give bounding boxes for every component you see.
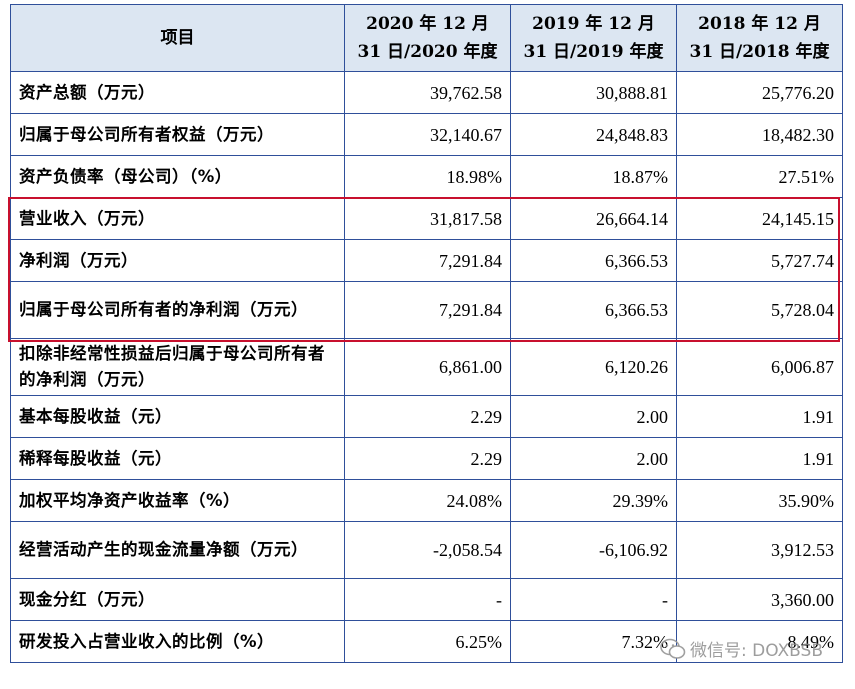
value-2020: 39,762.58 (344, 71, 511, 114)
row-label: 归属于母公司所有者权益（万元） (10, 113, 345, 156)
value-2018: 3,912.53 (676, 521, 843, 579)
value-2019: 6,366.53 (510, 281, 677, 339)
row-label: 资产负债率（母公司）（%） (10, 155, 345, 198)
watermark: 微信号: DOXBSB (660, 636, 823, 661)
table-row: 净利润（万元） 7,291.84 6,366.53 5,727.74 (10, 239, 843, 282)
header-2020: 2020 年 12 月 31 日/2020 年度 (344, 4, 511, 72)
financial-table: 项目 2020 年 12 月 31 日/2020 年度 2019 年 12 月 … (10, 4, 843, 663)
row-label: 归属于母公司所有者的净利润（万元） (10, 281, 345, 339)
header-2018: 2018 年 12 月 31 日/2018 年度 (676, 4, 843, 72)
row-label: 资产总额（万元） (10, 71, 345, 114)
value-2018: 5,727.74 (676, 239, 843, 282)
value-2019: 6,366.53 (510, 239, 677, 282)
value-2019: -6,106.92 (510, 521, 677, 579)
header-item: 项目 (10, 4, 345, 72)
value-2018: 3,360.00 (676, 578, 843, 621)
value-2020: - (344, 578, 511, 621)
value-2019: 7.32% (510, 620, 677, 663)
value-2018: 27.51% (676, 155, 843, 198)
value-2020: 18.98% (344, 155, 511, 198)
row-label: 研发投入占营业收入的比例（%） (10, 620, 345, 663)
watermark-text: 微信号: DOXBSB (690, 641, 823, 661)
table-row: 资产负债率（母公司）（%） 18.98% 18.87% 27.51% (10, 155, 843, 198)
value-2018: 35.90% (676, 479, 843, 522)
value-2018: 18,482.30 (676, 113, 843, 156)
table-row: 资产总额（万元） 39,762.58 30,888.81 25,776.20 (10, 71, 843, 114)
value-2018: 6,006.87 (676, 338, 843, 396)
header-row: 项目 2020 年 12 月 31 日/2020 年度 2019 年 12 月 … (10, 4, 843, 72)
value-2020: 6.25% (344, 620, 511, 663)
wechat-icon (660, 638, 686, 659)
table-row: 加权平均净资产收益率（%） 24.08% 29.39% 35.90% (10, 479, 843, 522)
table-row: 现金分红（万元） - -3,360.00 (10, 578, 843, 621)
table-row: 扣除非经常性损益后归属于母公司所有者的净利润（万元） 6,861.00 6,120.… (10, 338, 843, 396)
value-2020: 7,291.84 (344, 281, 511, 339)
value-2020: 31,817.58 (344, 197, 511, 240)
row-label: 稀释每股收益（元） (10, 437, 345, 480)
value-2020: 7,291.84 (344, 239, 511, 282)
row-label: 经营活动产生的现金流量净额（万元） (10, 521, 345, 579)
row-label: 扣除非经常性损益后归属于母公司所有者的净利润（万元） (10, 338, 345, 396)
value-2018: 25,776.20 (676, 71, 843, 114)
row-label: 现金分红（万元） (10, 578, 345, 621)
value-2018: 5,728.04 (676, 281, 843, 339)
value-2019: 29.39% (510, 479, 677, 522)
value-2019: 26,664.14 (510, 197, 677, 240)
table-row: 稀释每股收益（元） 2.29 2.00 1.91 (10, 437, 843, 480)
header-2019: 2019 年 12 月 31 日/2019 年度 (510, 4, 677, 72)
value-2019: 6,120.26 (510, 338, 677, 396)
value-2019: 2.00 (510, 395, 677, 438)
value-2019: - (510, 578, 677, 621)
value-2020: 2.29 (344, 395, 511, 438)
value-2020: 6,861.00 (344, 338, 511, 396)
value-2020: 24.08% (344, 479, 511, 522)
value-2020: -2,058.54 (344, 521, 511, 579)
value-2019: 18.87% (510, 155, 677, 198)
table-row: 归属于母公司所有者的净利润（万元） 7,291.84 6,366.53 5,728.0… (10, 281, 843, 339)
row-label: 营业收入（万元） (10, 197, 345, 240)
table-row: 营业收入（万元） 31,817.58 26,664.14 24,145.15 (10, 197, 843, 240)
value-2019: 30,888.81 (510, 71, 677, 114)
value-2018: 24,145.15 (676, 197, 843, 240)
table-row: 基本每股收益（元） 2.29 2.00 1.91 (10, 395, 843, 438)
value-2020: 32,140.67 (344, 113, 511, 156)
table-row: 归属于母公司所有者权益（万元） 32,140.67 24,848.83 18,482.… (10, 113, 843, 156)
value-2019: 2.00 (510, 437, 677, 480)
value-2018: 8.49% (676, 620, 843, 663)
value-2019: 24,848.83 (510, 113, 677, 156)
row-label: 净利润（万元） (10, 239, 345, 282)
row-label: 加权平均净资产收益率（%） (10, 479, 345, 522)
table-row: 经营活动产生的现金流量净额（万元） -2,058.54 -6,106.92 3,912… (10, 521, 843, 579)
value-2018: 1.91 (676, 437, 843, 480)
value-2018: 1.91 (676, 395, 843, 438)
row-label: 基本每股收益（元） (10, 395, 345, 438)
value-2020: 2.29 (344, 437, 511, 480)
